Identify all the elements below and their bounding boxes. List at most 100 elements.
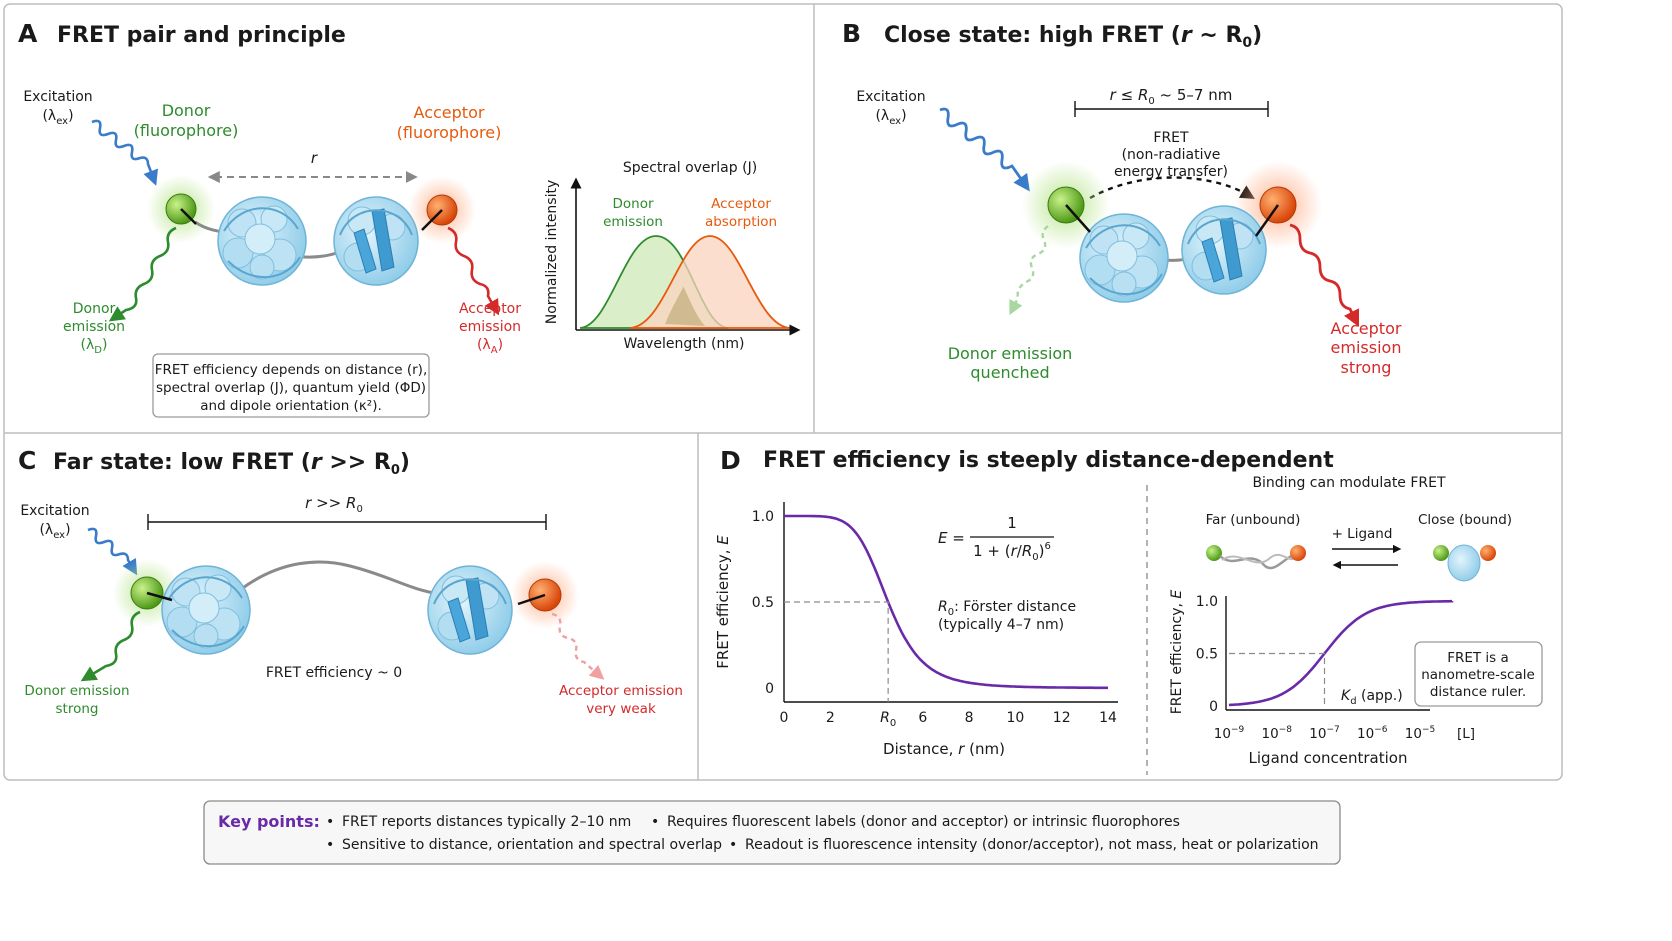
- key-bullet-4: •: [729, 837, 737, 853]
- d1-efficiency-curve: [784, 514, 1108, 690]
- distance-chart: 0 2 R0 6 8 10 12 14 0 0.5 1.0 FRET efficiency, E D…: [714, 502, 1118, 758]
- d2-kd-guide: [1229, 652, 1326, 706]
- d2-x-tick-label: [L]: [1457, 726, 1475, 742]
- far-acceptor-sphere: [1290, 545, 1306, 561]
- ruler-note-1: FRET is a: [1447, 650, 1509, 666]
- protein-c1: [161, 565, 251, 655]
- d1-y-tick-label: 1.0: [752, 509, 774, 525]
- panel-c-letter: C: [18, 446, 36, 475]
- d2-binding-curve: [1228, 599, 1454, 707]
- acceptor-emission-label: Acceptor: [459, 301, 521, 317]
- d1-x-tick-label: 14: [1099, 710, 1117, 726]
- d1-x-tick-label: 2: [826, 710, 835, 726]
- b-excitation-lambda: (λex): [875, 108, 906, 127]
- figure-frame: [3, 3, 1563, 781]
- b-acceptor-strong-3: strong: [1341, 358, 1392, 377]
- spectrum-xlabel: Wavelength (nm): [624, 336, 745, 352]
- b-fret-sub2: energy transfer): [1114, 164, 1228, 180]
- formula-lhs: E =: [938, 529, 965, 547]
- d2-x-tick-label: 10−6: [1357, 725, 1388, 742]
- panel-a-title: FRET pair and principle: [57, 23, 346, 48]
- c-efficiency-label: FRET efficiency ~ 0: [266, 665, 402, 681]
- panel-a-letter: A: [18, 19, 38, 48]
- acceptor-absorption-curve: [629, 235, 791, 329]
- c-linker: [239, 560, 441, 596]
- key-points-box: [203, 800, 1341, 865]
- b-acceptor-strong-2: emission: [1331, 338, 1402, 357]
- key-point-4: Readout is fluorescence intensity (donor…: [745, 837, 1319, 853]
- d2-ylabel: FRET efficiency, E: [1169, 590, 1185, 715]
- c-donor-strong-1: Donor emission: [24, 683, 129, 699]
- donor-tether: [180, 208, 197, 225]
- acceptor-emission-lambda: (λA): [477, 337, 503, 356]
- panel-c: C Far state: low FRET (r >> R0) Excitati…: [18, 446, 683, 717]
- donor-sub: (fluorophore): [134, 121, 239, 140]
- binding-title: Binding can modulate FRET: [1252, 475, 1446, 491]
- d2-y-tick-label: 0: [1209, 699, 1218, 715]
- d1-r0-guide: [784, 601, 889, 702]
- spectral-overlap-plot: Spectral overlap (J) Normalized intensit…: [544, 160, 801, 352]
- b-donor-quenched-sub: quenched: [970, 363, 1049, 382]
- ruler-note-box: [1414, 641, 1543, 707]
- d2-y-tick-label: 0.5: [1196, 647, 1218, 663]
- panel-d: D FRET efficiency is steeply distance-de…: [714, 446, 1543, 767]
- excitation-lambda: (λex): [42, 108, 73, 127]
- far-linker: [1219, 552, 1298, 570]
- excitation-label: Excitation: [23, 89, 92, 105]
- d1-x-tick-label: R0: [880, 710, 896, 729]
- d1-y-tick-label: 0: [765, 681, 774, 697]
- d1-x-tick-label: 0: [780, 710, 789, 726]
- panel-a: A FRET pair and principle Excitation (λe…: [18, 19, 801, 418]
- d1-x-tick-label: 10: [1007, 710, 1025, 726]
- b-fret-sub1: (non-radiative: [1122, 147, 1221, 163]
- c-acceptor-weak-2: very weak: [586, 701, 656, 717]
- kd-label: Kd (app.): [1341, 688, 1403, 707]
- note-box: [152, 353, 430, 418]
- b-donor-quenched-label: Donor emission: [948, 344, 1073, 363]
- far-linker-2: [1221, 553, 1297, 564]
- note-line-2: spectral overlap (J), quantum yield (ΦD): [156, 380, 426, 396]
- panel-b: B Close state: high FRET (r ~ R0) Excita…: [842, 19, 1402, 382]
- excitation-wave: [91, 119, 159, 186]
- protein-a1: [217, 196, 307, 286]
- note-line-1: FRET efficiency depends on distance (r),: [155, 362, 428, 378]
- d1-x-tick-label: 6: [918, 710, 927, 726]
- d2-x-tick-label: 10−8: [1262, 725, 1293, 742]
- d1-y-tick-label: 0.5: [752, 595, 774, 611]
- d2-x-tick-label: 10−5: [1405, 725, 1435, 742]
- key-bullet-2: •: [651, 814, 659, 830]
- acceptor-label: Acceptor: [414, 103, 485, 122]
- key-bullet-3: •: [326, 837, 334, 853]
- close-bound-label: Close (bound): [1418, 512, 1512, 528]
- b-excitation-label: Excitation: [856, 89, 925, 105]
- note-line-3: and dipole orientation (κ²).: [200, 398, 382, 414]
- panel-d-title: FRET efficiency is steeply distance-depe…: [763, 448, 1334, 473]
- key-point-2: Requires fluorescent labels (donor and a…: [667, 814, 1180, 830]
- r0-note-1: R0: Förster distance: [938, 599, 1076, 618]
- b-acceptor-emission-wave: [1289, 223, 1360, 328]
- overlap-region: [665, 286, 705, 326]
- far-donor-sphere: [1206, 545, 1222, 561]
- protein-b1: [1079, 213, 1169, 303]
- spectrum-ylabel: Normalized intensity: [544, 180, 560, 325]
- c-excitation-label: Excitation: [20, 503, 89, 519]
- spectrum-title: Spectral overlap (J): [623, 160, 757, 176]
- c-excitation-lambda: (λex): [39, 522, 70, 541]
- acceptor-sub: (fluorophore): [397, 123, 502, 142]
- acceptor-tether: [421, 209, 443, 231]
- formula-numerator: 1: [1007, 514, 1017, 532]
- close-acceptor-sphere: [1480, 545, 1496, 561]
- c-donor-emission-wave: [80, 610, 141, 682]
- b-donor-tether: [1065, 204, 1091, 233]
- d1-xlabel: Distance, r (nm): [883, 740, 1005, 758]
- b-donor-quenched-wave: [1009, 225, 1049, 316]
- c-acceptor-weak-1: Acceptor emission: [559, 683, 683, 699]
- d2-x-tick-label: 10−7: [1309, 725, 1339, 742]
- spectrum-donor-label-2: emission: [603, 214, 663, 230]
- spectrum-donor-label: Donor: [612, 196, 653, 212]
- d1-ylabel: FRET efficiency, E: [714, 535, 732, 669]
- close-donor-sphere: [1433, 545, 1449, 561]
- d1-x-tick-label: 12: [1053, 710, 1071, 726]
- donor-emission-wave: [108, 226, 177, 322]
- key-point-1: FRET reports distances typically 2–10 nm: [342, 814, 631, 830]
